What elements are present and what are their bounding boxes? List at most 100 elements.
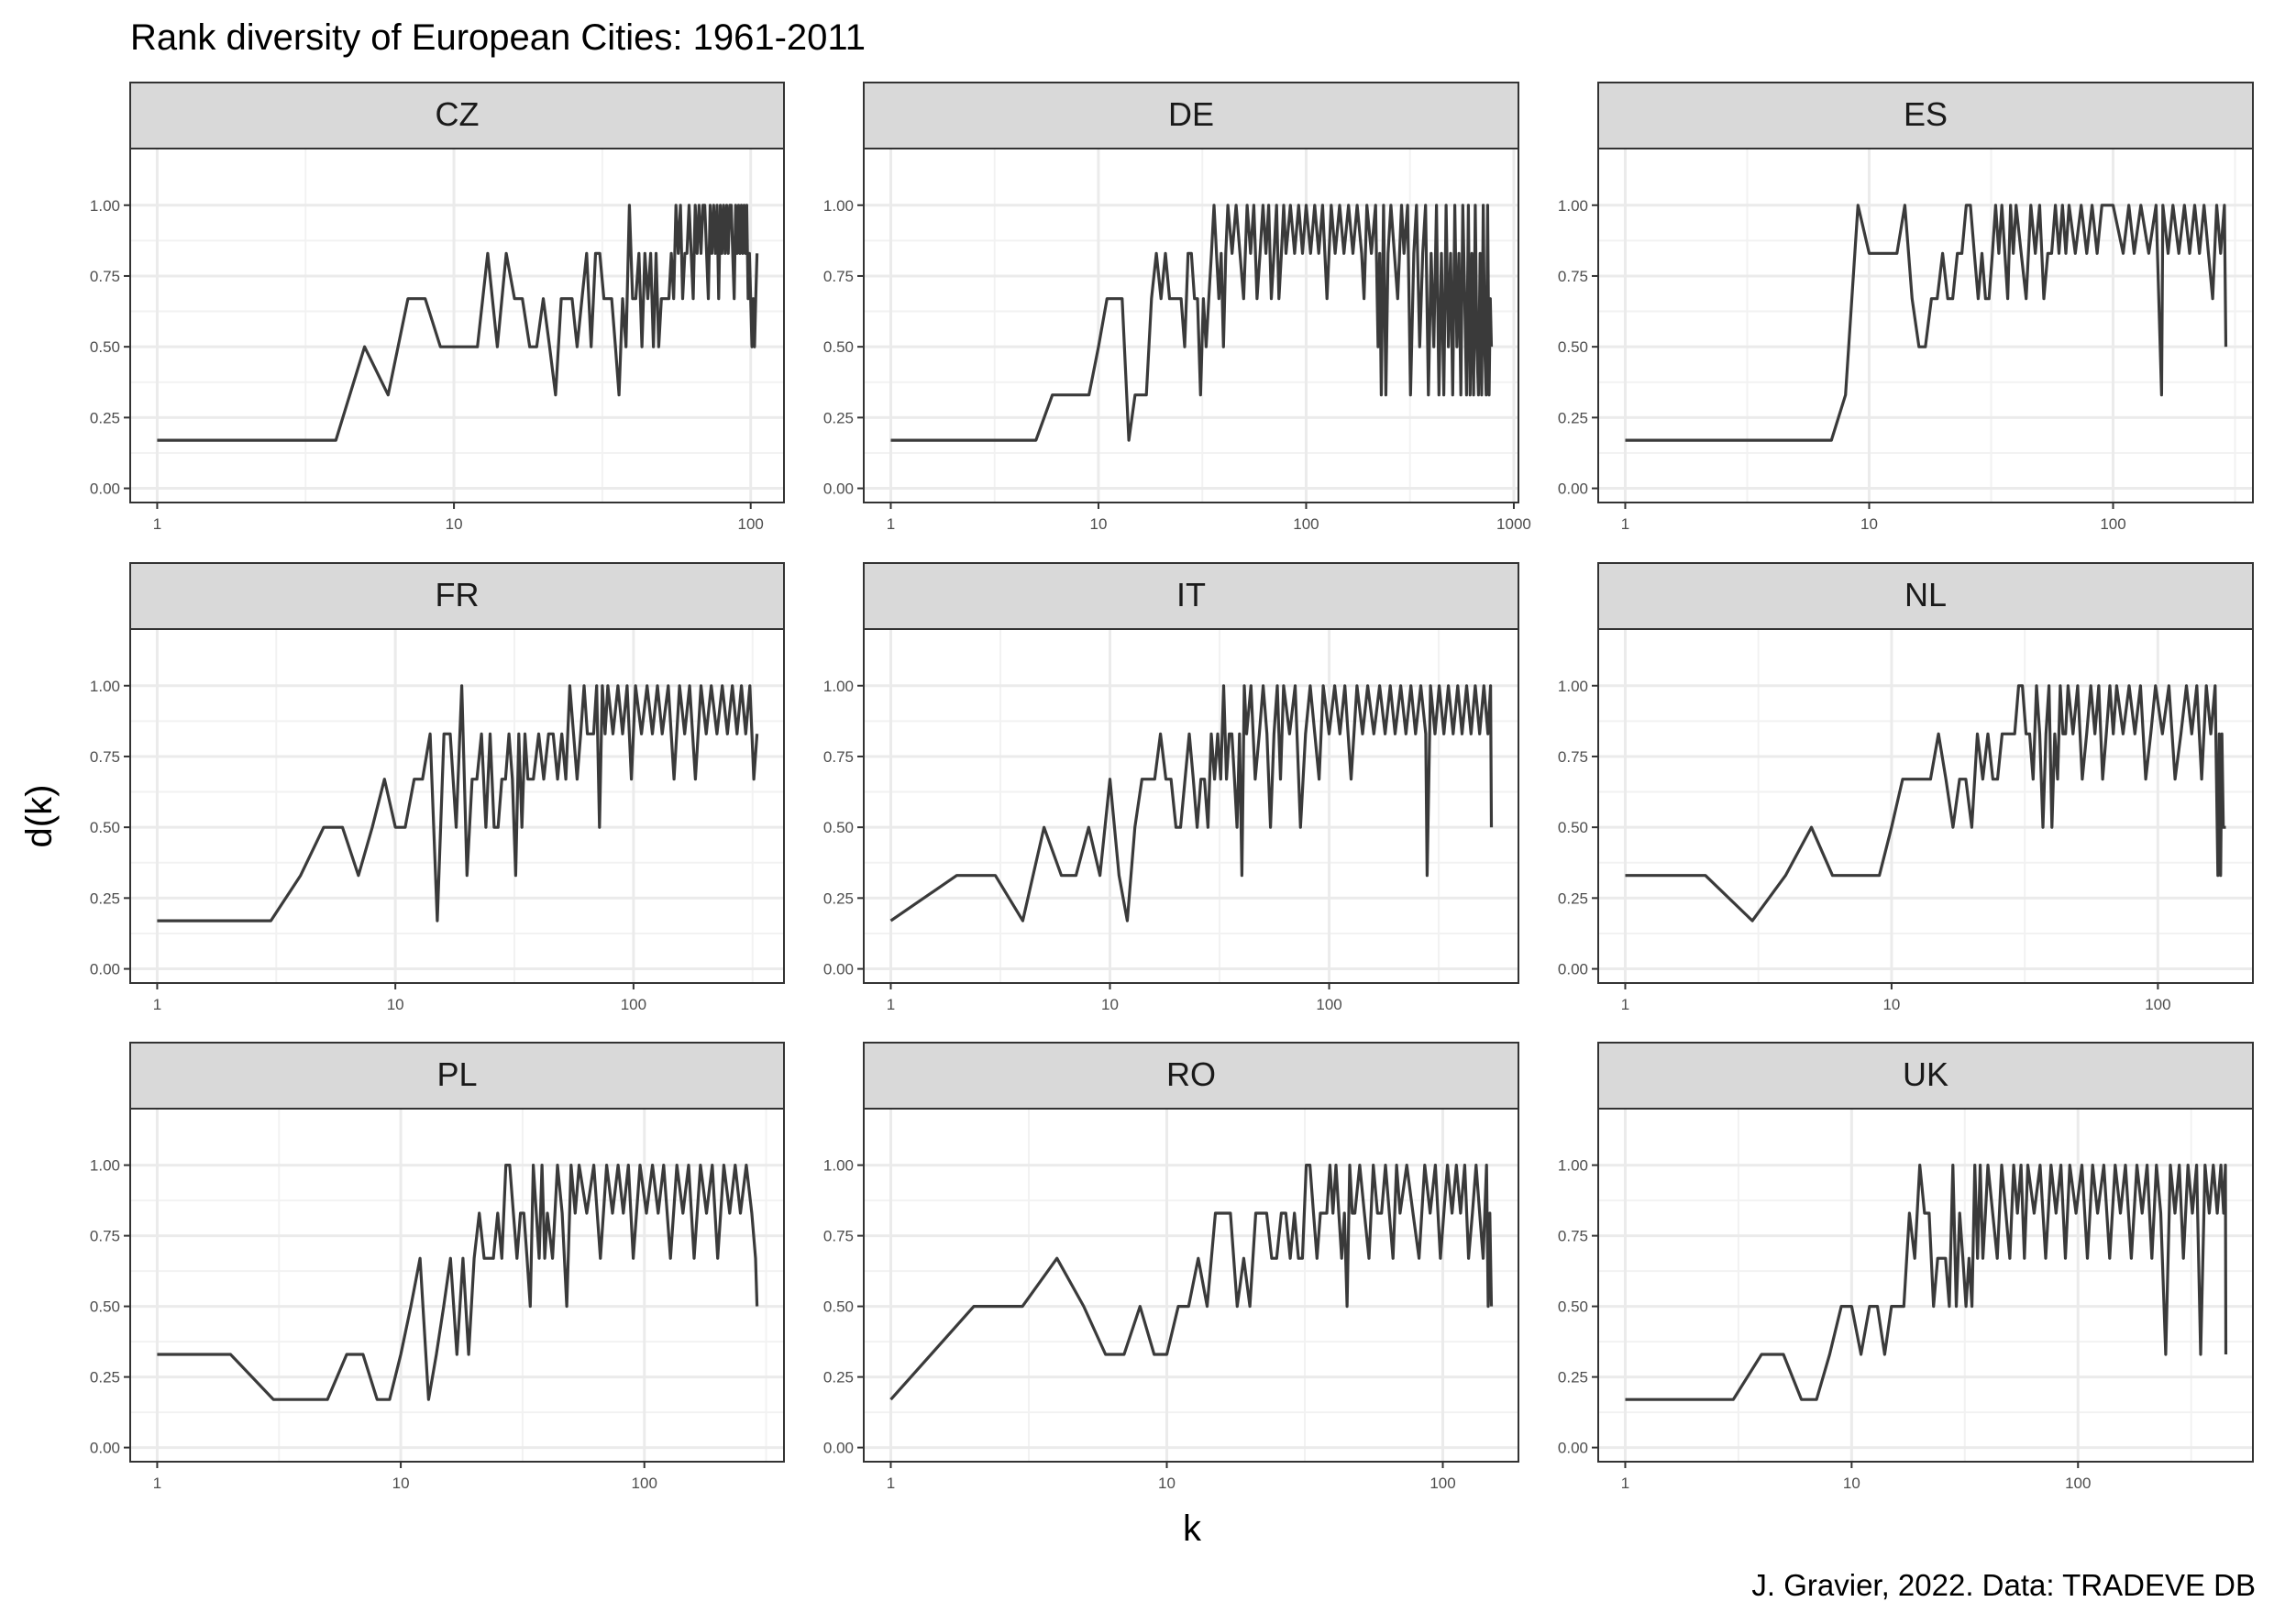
y-tick-label: 0.75 [1558, 268, 1588, 285]
series-line-it [889, 684, 1494, 922]
y-tick-label: 0.00 [90, 481, 120, 498]
x-tick-label: 1 [887, 1475, 895, 1492]
series-line-ro [889, 1164, 1494, 1401]
x-tick-label: 1 [887, 996, 895, 1013]
y-tick-label: 0.25 [90, 889, 120, 907]
facet-strip-label: PL [436, 1055, 477, 1093]
y-tick-label: 0.50 [823, 338, 854, 356]
y-tick-label: 0.50 [1558, 819, 1588, 836]
facet-strip [863, 1042, 1519, 1110]
x-tick-label: 10 [1843, 1475, 1860, 1492]
y-tick-label: 1.00 [1558, 1157, 1588, 1175]
y-tick-label: 0.75 [90, 748, 120, 766]
x-tick-label: 100 [1430, 1475, 1455, 1492]
y-tick-label: 0.00 [1558, 961, 1588, 978]
panel-border [129, 628, 785, 984]
chart-caption: J. Gravier, 2022. Data: TRADEVE DB [1751, 1568, 2256, 1602]
y-tick-label: 0.00 [823, 1440, 854, 1457]
panel-nl: NL 0.00 0.25 0.50 0.75 1.00 1 10 100 [1558, 562, 2254, 1013]
y-tick-label: 0.25 [823, 409, 854, 426]
y-tick-label: 0.50 [1558, 1298, 1588, 1316]
panel-border [863, 1108, 1519, 1463]
x-tick-label: 1 [153, 515, 161, 533]
panel-uk: UK 0.00 0.25 0.50 0.75 1.00 1 10 100 [1558, 1042, 2254, 1492]
panel-background [1598, 149, 2253, 503]
x-tick-label: 1 [153, 996, 161, 1013]
x-tick-label: 100 [738, 515, 764, 533]
facet-strip-label: DE [1168, 95, 1214, 133]
x-tick-label: 100 [621, 996, 646, 1013]
x-tick-label: 100 [2145, 996, 2170, 1013]
y-tick-label: 1.00 [90, 1157, 120, 1175]
x-tick-label: 1 [153, 1475, 161, 1492]
y-tick-label: 1.00 [90, 197, 120, 215]
chart-title: Rank diversity of European Cities: 1961-… [130, 17, 866, 58]
x-tick-label: 100 [2065, 1475, 2091, 1492]
x-tick-label: 1 [1621, 1475, 1629, 1492]
facet-strip-label: FR [436, 576, 480, 613]
panel-border [863, 148, 1519, 503]
panel-border [129, 148, 785, 503]
y-tick-label: 0.75 [823, 268, 854, 285]
panel-border [1597, 1108, 2254, 1463]
series-line-pl [157, 1164, 759, 1401]
y-tick-label: 1.00 [90, 678, 120, 695]
panel-pl: PL 0.00 0.25 0.50 0.75 1.00 1 10 100 [90, 1042, 785, 1492]
y-tick-label: 0.75 [1558, 1228, 1588, 1245]
y-tick-label: 0.25 [1558, 409, 1588, 426]
x-tick-label: 1 [1621, 996, 1629, 1013]
y-tick-label: 0.75 [823, 748, 854, 766]
y-tick-label: 0.25 [1558, 889, 1588, 907]
y-tick-label: 1.00 [823, 1157, 854, 1175]
series-line-cz [157, 204, 759, 442]
facet-strip [1597, 1042, 2254, 1110]
y-tick-label: 0.25 [90, 409, 120, 426]
y-tick-label: 0.25 [823, 889, 854, 907]
x-axis-title: k [1183, 1508, 1202, 1549]
x-tick-label: 1 [1621, 515, 1629, 533]
y-tick-label: 0.00 [823, 961, 854, 978]
facet-strip-label: RO [1166, 1055, 1216, 1093]
panel-background [1598, 1109, 2253, 1462]
y-tick-label: 0.50 [823, 1298, 854, 1316]
series-line-fr [157, 684, 759, 922]
panel-border [129, 1108, 785, 1463]
panel-cz: CZ 0.00 0.25 0.50 0.75 1.00 1 10 100 [90, 82, 785, 533]
y-tick-label: 0.75 [823, 1228, 854, 1245]
panel-it: IT 0.00 0.25 0.50 0.75 1.00 1 10 100 [823, 562, 1519, 1013]
facet-strip [1597, 562, 2254, 630]
x-tick-label: 10 [1860, 515, 1878, 533]
panel-ro: RO 0.00 0.25 0.50 0.75 1.00 1 10 100 [823, 1042, 1519, 1492]
y-tick-label: 0.00 [1558, 1440, 1588, 1457]
x-tick-label: 10 [446, 515, 463, 533]
series-line-nl [1625, 684, 2226, 922]
panel-background [864, 629, 1518, 983]
series-line-de [890, 204, 1494, 442]
x-tick-label: 10 [1882, 996, 1900, 1013]
facet-strip-label: ES [1904, 95, 1948, 133]
y-tick-label: 1.00 [1558, 678, 1588, 695]
x-tick-label: 1000 [1496, 515, 1531, 533]
y-tick-label: 0.75 [90, 268, 120, 285]
facet-strip [863, 562, 1519, 630]
x-tick-label: 10 [1101, 996, 1119, 1013]
series-line-uk [1625, 1164, 2228, 1401]
facet-strip-label: IT [1176, 576, 1206, 613]
x-tick-label: 100 [2100, 515, 2125, 533]
x-tick-label: 10 [387, 996, 404, 1013]
panel-border [1597, 628, 2254, 984]
y-tick-label: 0.00 [1558, 481, 1588, 498]
y-tick-label: 0.50 [1558, 338, 1588, 356]
panel-background [130, 149, 784, 503]
panel-background [864, 1109, 1518, 1462]
panel-fr: FR 0.00 0.25 0.50 0.75 1.00 1 10 100 [90, 562, 785, 1013]
facet-strip-label: NL [1904, 576, 1947, 613]
y-axis-title: d(k) [19, 785, 60, 848]
y-tick-label: 0.50 [90, 1298, 120, 1316]
y-tick-label: 1.00 [823, 678, 854, 695]
panel-de: DE 0.00 0.25 0.50 0.75 1.00 1 10 100 1000 [823, 82, 1531, 533]
facet-strip [863, 82, 1519, 149]
y-tick-label: 0.75 [1558, 748, 1588, 766]
y-tick-label: 1.00 [1558, 197, 1588, 215]
x-tick-label: 1 [887, 515, 895, 533]
